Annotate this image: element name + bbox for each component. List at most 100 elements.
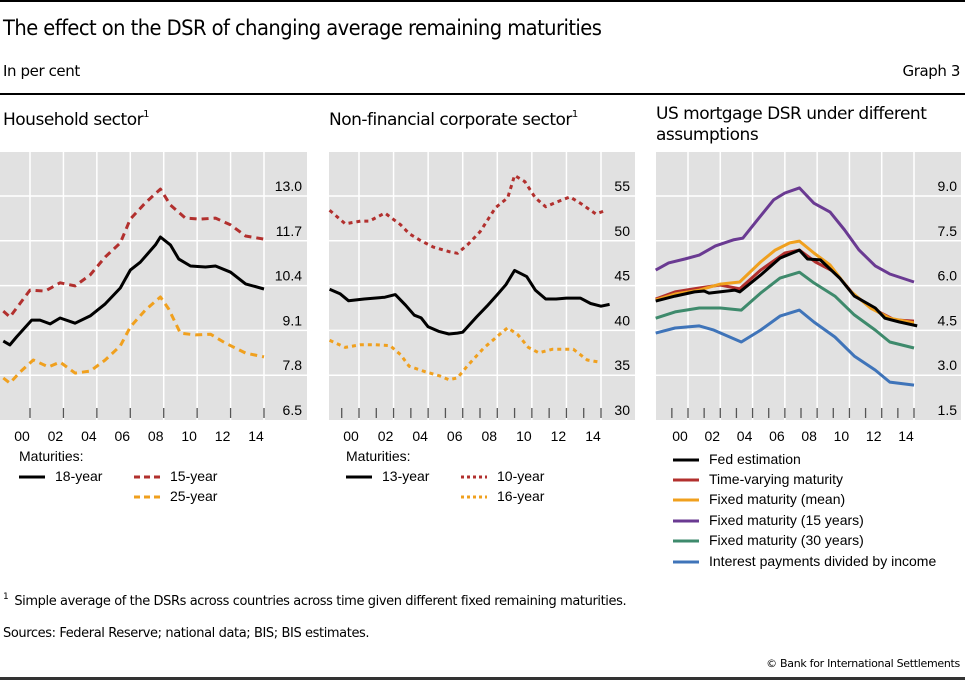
x-tick-label: 12 bbox=[215, 428, 231, 444]
legend-label: 15-year bbox=[170, 468, 218, 484]
legend-label: 10-year bbox=[497, 468, 545, 484]
bottom-rule bbox=[0, 677, 965, 680]
y-tick-label: 13.0 bbox=[275, 178, 302, 194]
x-tick-label: 14 bbox=[898, 428, 914, 444]
legend-title: Maturities: bbox=[19, 448, 84, 464]
x-tick-label: 12 bbox=[551, 428, 567, 444]
legend-title: Maturities: bbox=[346, 448, 411, 464]
x-tick-label: 06 bbox=[114, 428, 130, 444]
legend-swatch-orange bbox=[673, 498, 699, 502]
legend-label: Time-varying maturity bbox=[709, 471, 844, 487]
y-tick-label: 50 bbox=[614, 223, 630, 239]
footnote-marker: 1 bbox=[3, 592, 9, 602]
legend-label: Fixed maturity (mean) bbox=[709, 491, 846, 507]
footnote: 1 Simple average of the DSRs across count… bbox=[3, 592, 627, 609]
panel-title-text: Household sector bbox=[3, 110, 144, 130]
legend-item-interest-payments: Interest payments divided by income bbox=[673, 551, 936, 571]
x-tick-label: 04 bbox=[412, 428, 428, 444]
legend-swatch-black bbox=[673, 458, 699, 462]
panel-title-corporate: Non-financial corporate sector1 bbox=[329, 104, 578, 131]
legend-label: 16-year bbox=[497, 488, 545, 504]
x-tick-label: 02 bbox=[704, 428, 720, 444]
sources: Sources: Federal Reserve; national data;… bbox=[3, 626, 370, 641]
x-tick-label: 08 bbox=[481, 428, 497, 444]
legend-item-15-year: 15-year bbox=[134, 466, 217, 486]
y-tick-label: 4.5 bbox=[938, 312, 958, 328]
figure-title: The effect on the DSR of changing averag… bbox=[3, 16, 602, 40]
y-tick-label: 35 bbox=[614, 357, 630, 373]
legend-swatch-solid bbox=[346, 475, 372, 479]
y-tick-label: 9.0 bbox=[938, 178, 958, 194]
x-tick-label: 10 bbox=[834, 428, 850, 444]
legend-item-fixed-mean: Fixed maturity (mean) bbox=[673, 489, 845, 509]
x-tick-label: 00 bbox=[14, 428, 30, 444]
series-line-fixed-maturity-15-years bbox=[654, 186, 915, 284]
legend-label: 25-year bbox=[170, 488, 218, 504]
y-tick-label: 45 bbox=[614, 268, 630, 284]
panel-title-household: Household sector1 bbox=[3, 104, 149, 131]
legend-label: Fixed maturity (15 years) bbox=[709, 512, 864, 528]
y-tick-label: 55 bbox=[614, 178, 630, 194]
y-tick-label: 1.5 bbox=[938, 402, 958, 418]
legend-swatch-blue bbox=[673, 560, 699, 564]
legend-swatch-red bbox=[673, 478, 699, 482]
legend-item-fixed-30: Fixed maturity (30 years) bbox=[673, 530, 864, 550]
legend-item-fixed-15: Fixed maturity (15 years) bbox=[673, 510, 864, 530]
legend-label: 18-year bbox=[55, 468, 103, 484]
series-line-15-year bbox=[2, 187, 265, 319]
top-rule bbox=[0, 0, 965, 2]
x-tick-label: 08 bbox=[801, 428, 817, 444]
y-tick-label: 11.7 bbox=[276, 223, 302, 239]
y-tick-label: 9.1 bbox=[283, 312, 303, 328]
legend-item-18-year: 18-year bbox=[19, 466, 102, 486]
y-tick-label: 6.0 bbox=[938, 268, 958, 284]
panel-title-text: US mortgage DSR under different assumpti… bbox=[656, 104, 927, 145]
legend-label: Fixed maturity (30 years) bbox=[709, 532, 864, 548]
x-tick-label: 00 bbox=[343, 428, 359, 444]
series-line-10-year bbox=[328, 173, 607, 255]
legend-swatch-dashed bbox=[134, 475, 160, 479]
series-line-13-year bbox=[329, 268, 610, 336]
legend-swatch-purple bbox=[673, 519, 699, 523]
legend-item-fed-estimation: Fed estimation bbox=[673, 449, 801, 469]
legend-swatch-dashed bbox=[134, 495, 160, 499]
legend-swatch-dotted bbox=[461, 495, 487, 499]
legend-item-16-year: 16-year bbox=[461, 486, 544, 506]
legend-item-time-varying: Time-varying maturity bbox=[673, 469, 843, 489]
legend-item-25-year: 25-year bbox=[134, 486, 217, 506]
x-tick-label: 08 bbox=[148, 428, 164, 444]
x-tick-label: 04 bbox=[81, 428, 97, 444]
x-tick-label: 14 bbox=[248, 428, 264, 444]
legend-item-10-year: 10-year bbox=[461, 466, 544, 486]
legend-label: 13-year bbox=[382, 468, 430, 484]
panel-title-text: Non-financial corporate sector bbox=[329, 110, 572, 130]
y-tick-label: 3.0 bbox=[938, 357, 958, 373]
y-tick-label: 10.4 bbox=[275, 268, 302, 284]
y-tick-label: 7.8 bbox=[283, 357, 303, 373]
x-tick-label: 10 bbox=[516, 428, 532, 444]
series-line-18-year bbox=[2, 235, 265, 347]
x-tick-label: 02 bbox=[378, 428, 394, 444]
legend-swatch-green bbox=[673, 539, 699, 543]
legend-label: Fed estimation bbox=[709, 451, 801, 467]
series-line-fixed-maturity-30-years bbox=[655, 270, 915, 350]
legend-item-13-year: 13-year bbox=[346, 466, 429, 486]
y-tick-label: 40 bbox=[614, 312, 630, 328]
units-label: In per cent bbox=[3, 62, 80, 80]
x-tick-label: 06 bbox=[769, 428, 785, 444]
footnote-ref: 1 bbox=[143, 109, 149, 120]
y-tick-label: 6.5 bbox=[283, 402, 303, 418]
header-rule bbox=[0, 93, 965, 95]
series-line-interest-payments-divided-by-income bbox=[655, 308, 915, 387]
x-tick-label: 06 bbox=[447, 428, 463, 444]
graph-label: Graph 3 bbox=[902, 62, 960, 80]
footnote-ref: 1 bbox=[571, 109, 578, 120]
x-tick-label: 10 bbox=[181, 428, 197, 444]
legend-label: Interest payments divided by income bbox=[709, 553, 937, 569]
x-tick-label: 02 bbox=[48, 428, 64, 444]
series-line-fed-estimation bbox=[655, 248, 918, 328]
y-tick-label: 30 bbox=[614, 402, 630, 418]
legend-swatch-dotted bbox=[461, 475, 487, 479]
copyright: © Bank for International Settlements bbox=[766, 657, 960, 670]
